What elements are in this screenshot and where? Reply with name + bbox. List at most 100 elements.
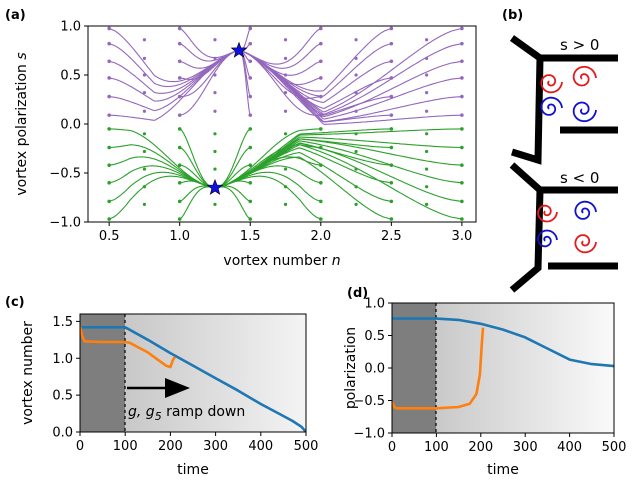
mid-point-green-4-4 bbox=[425, 202, 429, 206]
panel-d-hold-region bbox=[392, 303, 436, 433]
mid-point-purple-3-4 bbox=[354, 109, 358, 113]
start-point-green-2-1 bbox=[248, 145, 253, 150]
start-point-purple-3-1 bbox=[319, 41, 323, 46]
start-point-green-3-1 bbox=[319, 145, 323, 150]
panel-a-xtick-label-1: 1.0 bbox=[169, 229, 190, 244]
panel-c-ytick-label-0: 0.0 bbox=[52, 426, 73, 441]
panel-c-xtick-label-2: 200 bbox=[158, 439, 183, 454]
start-point-green-0-1 bbox=[107, 145, 111, 150]
start-point-purple-4-4 bbox=[389, 94, 394, 99]
panel-c-xlabel: time bbox=[177, 462, 209, 478]
panel-a-ytick-label-4: 1.0 bbox=[60, 20, 81, 35]
start-point-green-4-1 bbox=[389, 145, 394, 150]
ramp-arrow-head bbox=[165, 378, 190, 398]
start-point-green-2-2 bbox=[248, 163, 253, 167]
mid-point-purple-0-0 bbox=[142, 38, 147, 42]
panel-b-label: (b) bbox=[502, 8, 523, 23]
panel-a-ytick-label-1: −0.5 bbox=[49, 167, 81, 182]
panel-a-xtick-label-4: 2.5 bbox=[381, 229, 402, 244]
mid-point-green-1-0 bbox=[213, 132, 217, 136]
flow-line-purple-64 bbox=[238, 49, 462, 123]
panel-c-ytick-label-3: 1.5 bbox=[52, 315, 73, 330]
panel-d-xtick-label-3: 300 bbox=[513, 440, 538, 455]
flow-line-green-66 bbox=[214, 128, 462, 189]
flow-line-purple-48 bbox=[238, 27, 392, 92]
panel-a-ticks: 0.5 1.0 1.5 2.0 2.5 3.0 −1.0 −0.5 0.0 0.5 1.0 bbox=[49, 20, 472, 245]
mid-point-green-4-3 bbox=[425, 185, 429, 189]
panel-c: g, g5 ramp down 0 100 200 300 400 500 0.0 0.5 1.… bbox=[20, 313, 318, 478]
mid-point-purple-3-2 bbox=[354, 73, 358, 77]
start-point-green-2-3 bbox=[248, 181, 253, 185]
start-point-purple-0-4 bbox=[107, 94, 111, 99]
mid-point-purple-1-2 bbox=[213, 73, 217, 77]
start-point-green-1-4 bbox=[177, 199, 182, 204]
panel-d: 0 100 200 300 400 500 −1.0 −0.5 0.0 0.5 1.0 time p… bbox=[343, 297, 626, 479]
start-point-purple-2-4 bbox=[248, 94, 253, 99]
flow-line-green-35 bbox=[215, 186, 251, 220]
flow-line-green-71 bbox=[214, 144, 463, 220]
start-point-green-1-0 bbox=[177, 127, 182, 131]
mid-point-green-3-4 bbox=[354, 202, 358, 206]
start-point-green-0-5 bbox=[107, 217, 111, 221]
mid-point-purple-3-0 bbox=[354, 38, 358, 42]
flow-line-purple-36 bbox=[239, 27, 322, 65]
flow-line-purple-16 bbox=[179, 49, 239, 98]
mid-point-purple-4-0 bbox=[425, 38, 429, 42]
panel-c-label: (c) bbox=[5, 295, 25, 310]
flow-line-purple-49 bbox=[238, 43, 392, 97]
flow-line-purple-63 bbox=[238, 49, 462, 120]
start-point-green-1-2 bbox=[177, 163, 182, 167]
start-point-purple-1-0 bbox=[177, 26, 182, 31]
start-point-purple-3-0 bbox=[319, 26, 323, 31]
mid-point-purple-2-3 bbox=[283, 91, 288, 95]
panel-c-hold-region bbox=[80, 314, 125, 432]
mid-point-green-4-0 bbox=[425, 132, 429, 136]
start-point-purple-2-5 bbox=[248, 113, 253, 117]
start-point-green-5-2 bbox=[460, 163, 464, 167]
flow-line-green-67 bbox=[214, 136, 462, 189]
label-s-positive: s > 0 bbox=[560, 36, 599, 54]
start-point-purple-0-5 bbox=[107, 113, 111, 117]
flow-line-purple-13 bbox=[179, 43, 239, 62]
start-point-purple-3-4 bbox=[319, 94, 323, 99]
spiral-red-3 bbox=[537, 204, 558, 223]
mid-point-purple-2-4 bbox=[283, 109, 288, 113]
flow-line-purple-0 bbox=[108, 27, 240, 83]
start-point-green-5-1 bbox=[460, 145, 464, 150]
panel-a-ytick-label-3: 0.5 bbox=[60, 69, 81, 84]
flow-line-green-22 bbox=[179, 185, 215, 202]
panel-d-ticks: 0 100 200 300 400 500 −1.0 −0.5 0.0 0.5 1.0 bbox=[353, 297, 626, 456]
start-point-green-5-0 bbox=[460, 127, 464, 131]
flow-line-purple-17 bbox=[179, 49, 239, 116]
mid-point-green-0-0 bbox=[142, 132, 147, 136]
mid-point-green-0-1 bbox=[142, 149, 147, 154]
start-point-purple-0-2 bbox=[107, 59, 111, 64]
start-point-purple-3-2 bbox=[319, 59, 323, 64]
start-point-green-4-3 bbox=[389, 181, 394, 185]
start-point-green-3-5 bbox=[319, 217, 323, 221]
start-point-purple-5-2 bbox=[460, 59, 464, 64]
ramp-arrow bbox=[127, 378, 190, 398]
mid-point-green-3-3 bbox=[354, 185, 358, 189]
panel-d-ytick-label-3: 0.5 bbox=[364, 329, 385, 344]
panel-d-xtick-label-4: 400 bbox=[557, 440, 582, 455]
start-point-purple-0-1 bbox=[107, 41, 111, 46]
start-point-green-4-2 bbox=[389, 163, 394, 167]
panel-c-ticks: 0 100 200 300 400 500 0.0 0.5 1.0 1.5 bbox=[52, 315, 318, 454]
mid-point-green-3-2 bbox=[354, 167, 358, 171]
panel-d-xlabel: time bbox=[487, 462, 519, 478]
channel-bottom bbox=[509, 162, 618, 293]
spiral-red-4 bbox=[574, 234, 597, 254]
spiral-blue-4 bbox=[537, 229, 558, 248]
panel-a-label: (a) bbox=[5, 8, 26, 23]
start-point-purple-1-3 bbox=[177, 76, 182, 80]
panel-c-series bbox=[80, 325, 306, 432]
start-point-purple-3-3 bbox=[319, 76, 323, 80]
panel-d-xtick-label-2: 200 bbox=[468, 440, 493, 455]
panel-a-frame bbox=[87, 25, 477, 223]
start-point-green-3-2 bbox=[319, 163, 323, 167]
panel-a-xtick-label-0: 0.5 bbox=[99, 229, 120, 244]
panel-c-xtick-label-4: 400 bbox=[248, 439, 273, 454]
mid-point-purple-4-2 bbox=[425, 73, 429, 77]
panel-a-ytick-label-0: −1.0 bbox=[49, 216, 81, 231]
